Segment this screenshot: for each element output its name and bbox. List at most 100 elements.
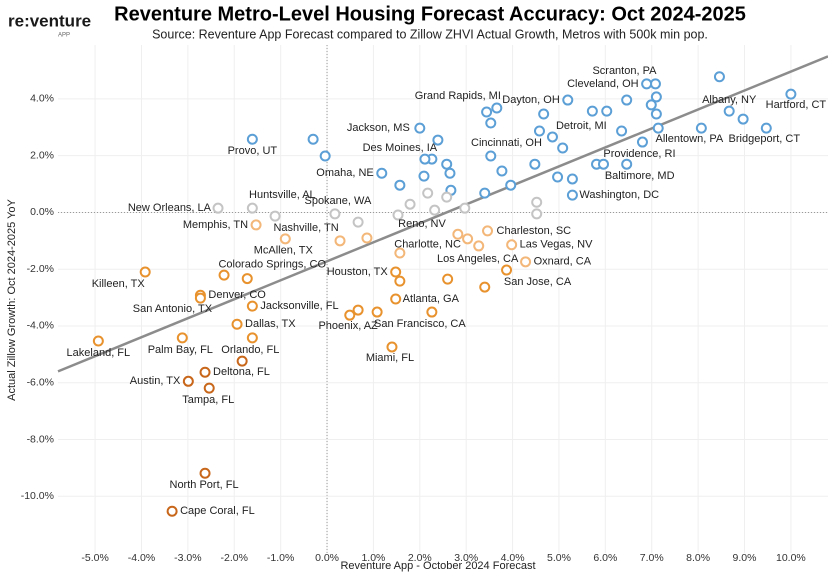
point-label: Oxnard, CA	[534, 256, 592, 268]
point	[361, 232, 373, 244]
point	[429, 204, 441, 216]
point	[307, 133, 319, 145]
point	[426, 306, 438, 318]
point-label: San Jose, CA	[504, 276, 572, 288]
point	[566, 189, 578, 201]
point	[392, 209, 404, 221]
point-label: Omaha, NE	[316, 167, 373, 179]
point-label: San Francisco, CA	[374, 318, 466, 330]
point	[505, 179, 517, 191]
point	[166, 505, 178, 517]
point-label: Phoenix, AZ	[318, 320, 378, 332]
point	[329, 208, 341, 220]
x-tick-label: -4.0%	[128, 552, 155, 564]
point	[246, 133, 258, 145]
point	[371, 306, 383, 318]
point	[246, 300, 258, 312]
point	[176, 332, 188, 344]
point	[491, 102, 503, 114]
point	[485, 150, 497, 162]
point	[650, 108, 662, 120]
point-label: Washington, DC	[579, 189, 659, 201]
x-tick-label: -2.0%	[221, 552, 248, 564]
chart-title: Reventure Metro-Level Housing Forecast A…	[114, 3, 746, 25]
point	[636, 136, 648, 148]
point	[394, 179, 406, 191]
point-label: Jackson, MS	[347, 122, 410, 134]
point-label: Denver, CO	[208, 289, 266, 301]
point	[621, 94, 633, 106]
point-label: Cleveland, OH	[567, 78, 639, 90]
point	[650, 91, 662, 103]
point	[236, 355, 248, 367]
point	[203, 382, 215, 394]
x-tick-label: 7.0%	[640, 552, 664, 564]
point	[520, 256, 532, 268]
x-tick-label: -5.0%	[81, 552, 108, 564]
point-label: Detroit, MI	[556, 120, 607, 132]
x-tick-label: 0.0%	[315, 552, 339, 564]
point-label: Grand Rapids, MI	[415, 90, 501, 102]
point	[496, 165, 508, 177]
point-label: Killeen, TX	[92, 278, 146, 290]
x-tick-label: 9.0%	[733, 552, 757, 564]
point-label: Cape Coral, FL	[180, 505, 255, 517]
point-label: Jacksonville, FL	[260, 300, 338, 312]
point-label: Palm Bay, FL	[148, 344, 213, 356]
y-tick-label: -6.0%	[27, 377, 54, 389]
point	[199, 467, 211, 479]
point-label: Albany, NY	[702, 94, 757, 106]
point	[139, 266, 151, 278]
y-tick-label: 4.0%	[30, 93, 54, 105]
point	[250, 219, 262, 231]
point	[723, 105, 735, 117]
point	[649, 78, 661, 90]
point-label: Hartford, CT	[766, 99, 827, 111]
point	[422, 187, 434, 199]
x-axis-label: Reventure App - October 2024 Forecast	[340, 560, 535, 572]
point-label: Charlotte, NC	[394, 239, 461, 251]
point	[319, 150, 331, 162]
point	[231, 318, 243, 330]
point	[414, 122, 426, 134]
point	[442, 273, 454, 285]
point-label: Scranton, PA	[592, 65, 657, 77]
point	[479, 281, 491, 293]
point-label: Los Angeles, CA	[437, 253, 519, 265]
x-tick-label: 10.0%	[776, 552, 806, 564]
point	[376, 167, 388, 179]
y-tick-label: -10.0%	[21, 490, 54, 502]
point-label: Nashville, TN	[273, 222, 338, 234]
point	[557, 142, 569, 154]
logo-sub: APP	[58, 33, 70, 39]
point	[529, 158, 541, 170]
point	[566, 173, 578, 185]
point-label: Houston, TX	[327, 266, 389, 278]
point-label: Providence, RI	[603, 148, 675, 160]
y-tick-label: 0.0%	[30, 206, 54, 218]
point	[452, 228, 464, 240]
point	[506, 239, 518, 251]
point	[562, 94, 574, 106]
point	[386, 341, 398, 353]
point-label: Spokane, WA	[304, 195, 372, 207]
point-label: Lakeland, FL	[67, 347, 131, 359]
point	[616, 125, 628, 137]
point	[441, 191, 453, 203]
point	[462, 233, 474, 245]
point-label: Memphis, TN	[183, 219, 248, 231]
point	[546, 131, 558, 143]
x-tick-label: 1.0%	[361, 552, 385, 564]
point	[652, 122, 664, 134]
point	[246, 332, 258, 344]
point	[199, 366, 211, 378]
point-label: Dayton, OH	[502, 94, 560, 106]
point	[538, 108, 550, 120]
point	[482, 225, 494, 237]
point	[390, 293, 402, 305]
point	[441, 158, 453, 170]
logo: re:venture	[8, 11, 91, 30]
point-label: Cincinnati, OH	[471, 137, 542, 149]
trend-line	[57, 55, 828, 373]
